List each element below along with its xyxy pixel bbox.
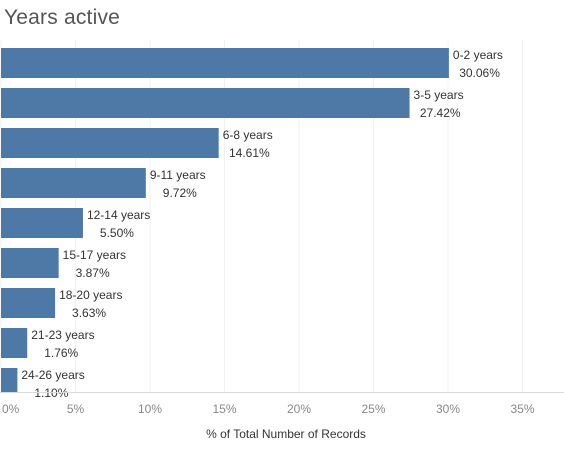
bar-category-label: 15-17 years — [63, 248, 126, 262]
bar-value-label: 5.50% — [100, 226, 134, 240]
bar-value-label: 9.72% — [163, 186, 197, 200]
x-tick-label: 0% — [2, 402, 20, 416]
x-tick-label: 15% — [212, 402, 236, 416]
bar-category-label: 21-23 years — [31, 328, 94, 342]
x-tick-label: 25% — [361, 402, 385, 416]
bar[interactable] — [1, 328, 28, 358]
bar[interactable] — [1, 248, 59, 278]
bar-category-label: 24-26 years — [21, 368, 84, 382]
bar-category-label: 18-20 years — [59, 288, 122, 302]
x-axis: 0% 5% 10% 15% 20% 25% 30% 35% — [0, 392, 564, 416]
bar[interactable] — [1, 168, 146, 198]
labels-layer: 0-2 years 30.06% 3-5 years 27.42% 6-8 years 1… — [21, 48, 503, 400]
bar-category-label: 6-8 years — [223, 128, 273, 142]
bar-category-label: 0-2 years — [453, 48, 503, 62]
bar[interactable] — [1, 368, 18, 392]
bar[interactable] — [1, 288, 56, 318]
bar-category-label: 9-11 years — [150, 168, 206, 182]
bar-value-label: 3.87% — [76, 266, 110, 280]
bar[interactable] — [1, 128, 219, 158]
bar-value-label: 1.76% — [44, 346, 78, 360]
x-tick-label: 5% — [67, 402, 85, 416]
x-tick-label: 20% — [287, 402, 311, 416]
bar-value-label: 30.06% — [459, 66, 500, 80]
bar-category-label: 12-14 years — [87, 208, 150, 222]
bars-layer — [1, 48, 449, 392]
bar-value-label: 3.63% — [72, 306, 106, 320]
bar[interactable] — [1, 88, 410, 118]
x-tick-label: 10% — [138, 402, 162, 416]
x-tick-label: 30% — [436, 402, 460, 416]
bar-category-label: 3-5 years — [414, 88, 464, 102]
x-axis-title: % of Total Number of Records — [206, 427, 366, 441]
x-tick-label: 35% — [510, 402, 534, 416]
bar[interactable] — [1, 208, 83, 238]
bar-value-label: 27.42% — [420, 106, 461, 120]
chart-title: Years active — [4, 6, 121, 29]
bar-value-label: 14.61% — [229, 146, 270, 160]
bar[interactable] — [1, 48, 449, 78]
